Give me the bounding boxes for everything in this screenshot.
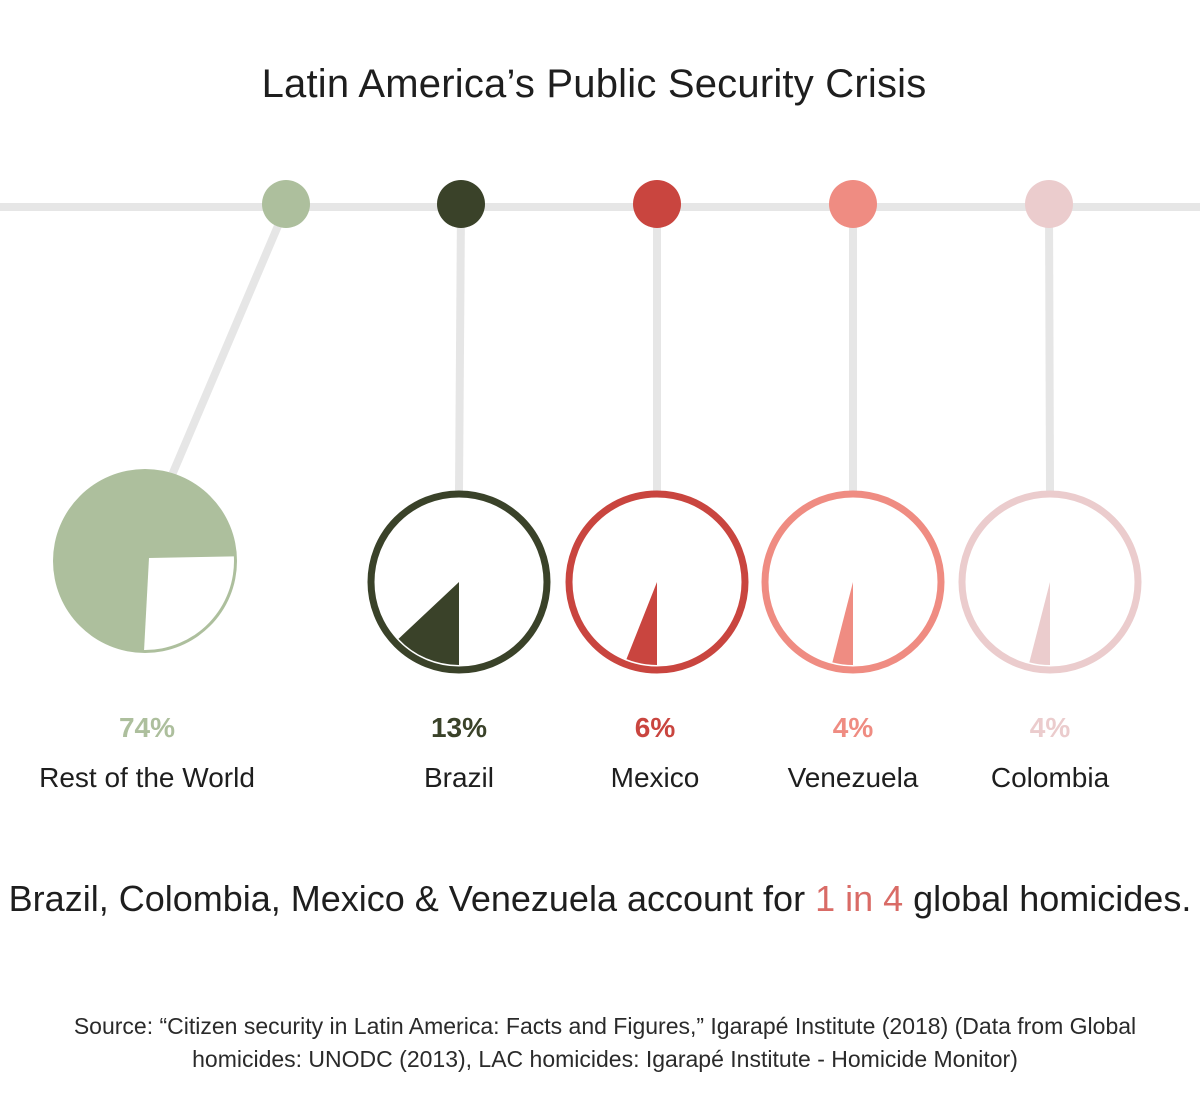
string-brazil: [455, 206, 465, 492]
dot-brazil: [437, 180, 485, 228]
headline-highlight: 1 in 4: [815, 878, 904, 919]
percent-label-mexico: 6%: [634, 712, 676, 743]
chart-title: Latin America’s Public Security Crisis: [261, 62, 927, 106]
source-note: Source: “Citizen security in Latin Ameri…: [0, 1010, 1200, 1076]
wedge-mexico: [626, 582, 657, 665]
percent-label-brazil: 13%: [430, 712, 488, 743]
category-label-brazil: Brazil: [423, 762, 494, 793]
headline: Brazil, Colombia, Mexico & Venezuela acc…: [0, 878, 1200, 920]
headline-after: global homicides.: [903, 878, 1192, 919]
percent-label-rest-of-the-world: 74%: [118, 712, 176, 743]
wedge-colombia: [1029, 582, 1050, 665]
pie-remainder-rest-of-the-world: [144, 556, 234, 650]
dot-venezuela: [829, 180, 877, 228]
category-label-rest-of-the-world: Rest of the World: [39, 762, 255, 793]
string-colombia: [1045, 206, 1054, 492]
wedge-brazil: [398, 582, 459, 665]
category-label-venezuela: Venezuela: [787, 762, 919, 793]
string-rest-of-the-world: [168, 205, 290, 476]
percent-label-colombia: 4%: [1029, 712, 1071, 743]
headline-before: Brazil, Colombia, Mexico & Venezuela acc…: [8, 878, 816, 919]
category-label-mexico: Mexico: [610, 762, 700, 793]
chart-graphic: [0, 180, 1200, 674]
dot-rest-of-the-world: [262, 180, 310, 228]
dot-colombia: [1025, 180, 1073, 228]
dot-mexico: [633, 180, 681, 228]
category-label-colombia: Colombia: [990, 762, 1110, 793]
percent-label-venezuela: 4%: [832, 712, 874, 743]
wedge-venezuela: [832, 582, 853, 665]
source-line-1: Source: “Citizen security in Latin Ameri…: [73, 1013, 1137, 1039]
source-line-2: homicides: UNODC (2013), LAC homicides: …: [192, 1046, 1018, 1072]
